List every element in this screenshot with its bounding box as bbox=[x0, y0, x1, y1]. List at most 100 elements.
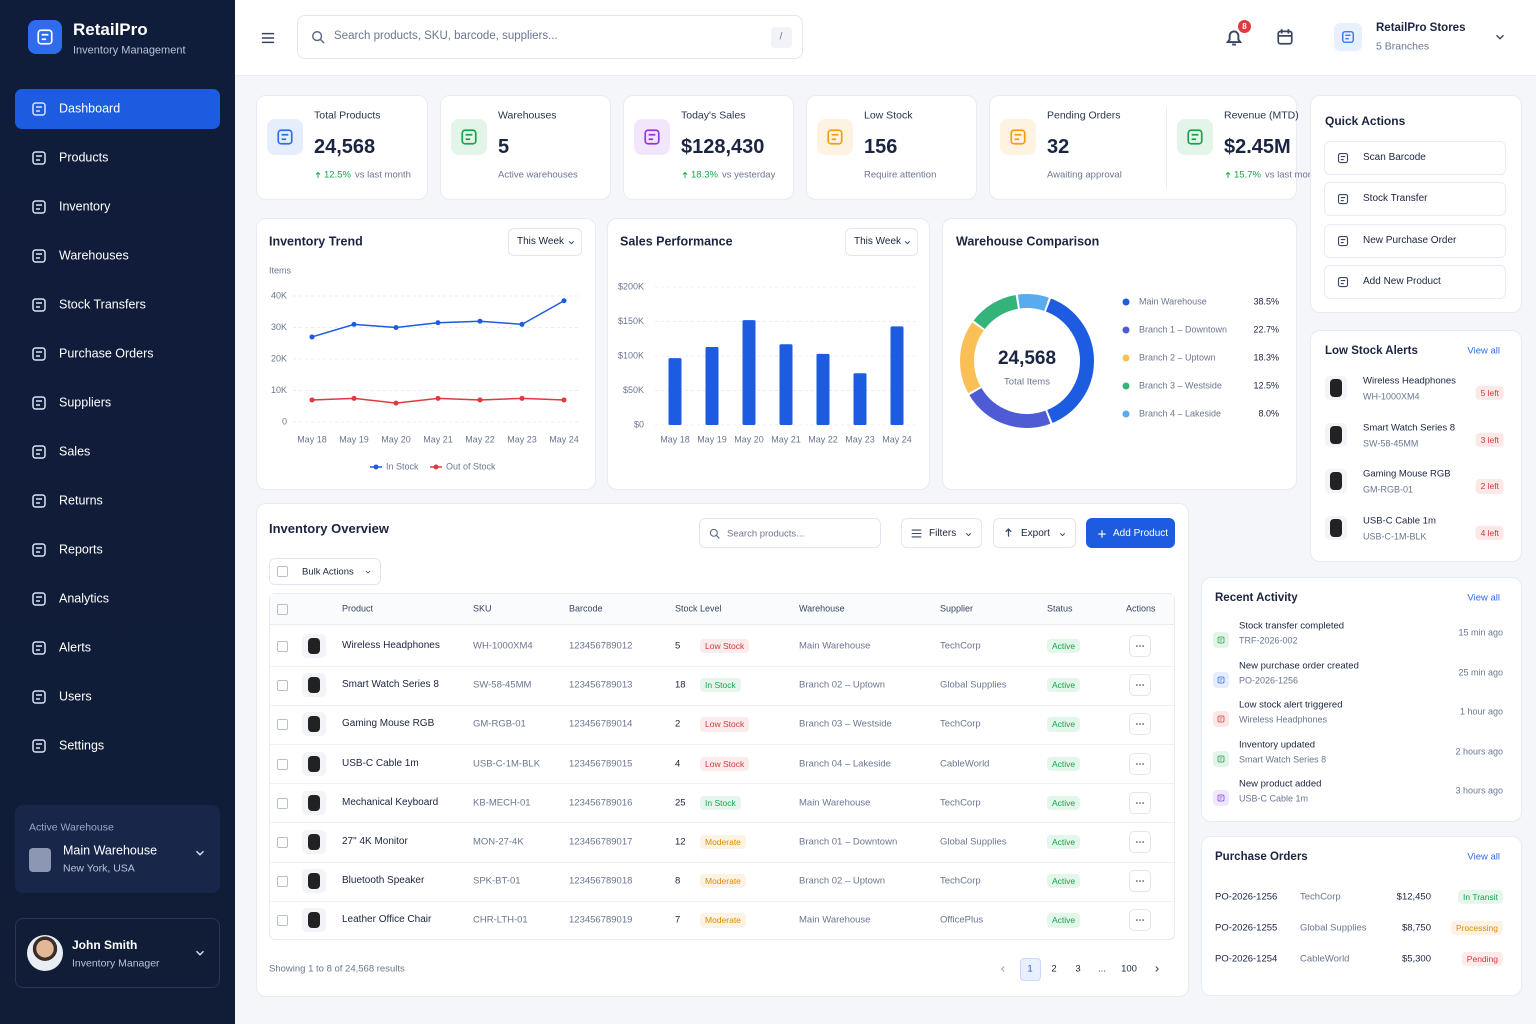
row-actions[interactable] bbox=[1129, 752, 1151, 775]
nav-icon bbox=[32, 200, 46, 214]
page-link[interactable]: 3 bbox=[1075, 963, 1081, 975]
supplier: TechCorp bbox=[940, 875, 981, 887]
search-box[interactable] bbox=[297, 15, 803, 59]
product-name: Smart Watch Series 8 bbox=[1363, 421, 1456, 433]
plus-icon bbox=[1098, 530, 1106, 538]
checkbox[interactable] bbox=[277, 680, 288, 692]
kpi-glyph bbox=[1010, 129, 1026, 145]
warehouse: Branch 04 – Lakeside bbox=[799, 757, 891, 769]
row-actions[interactable] bbox=[1129, 909, 1151, 932]
quick-action[interactable] bbox=[1324, 141, 1506, 175]
orders-card bbox=[1201, 836, 1522, 996]
row-actions[interactable] bbox=[1129, 674, 1151, 697]
nav-label: Analytics bbox=[59, 591, 110, 606]
quick-action[interactable] bbox=[1324, 223, 1506, 258]
status-badge: Active bbox=[1047, 756, 1081, 771]
kpi-icon bbox=[451, 119, 487, 155]
checkbox[interactable] bbox=[277, 719, 288, 731]
add-label: Add Product bbox=[1113, 528, 1169, 539]
row-actions[interactable] bbox=[1129, 635, 1151, 657]
kpi-card bbox=[623, 95, 794, 200]
kpi-glyph bbox=[827, 129, 843, 145]
row-divider bbox=[270, 665, 1174, 667]
row-actions[interactable] bbox=[1129, 791, 1151, 814]
period-select[interactable] bbox=[508, 228, 582, 256]
chevron bbox=[965, 533, 972, 537]
nav-label: Stock Transfers bbox=[59, 297, 146, 312]
view-all[interactable]: View all bbox=[1467, 345, 1500, 357]
page-link[interactable]: 100 bbox=[1121, 963, 1137, 975]
shortcut-key: / bbox=[779, 30, 783, 43]
sku: GM-RGB-01 bbox=[473, 718, 526, 730]
nav-label: Settings bbox=[59, 738, 105, 753]
table-search[interactable] bbox=[699, 518, 881, 548]
row-actions[interactable] bbox=[1129, 831, 1151, 853]
nav-icon bbox=[32, 641, 46, 655]
menu bbox=[261, 32, 275, 44]
order-supplier: TechCorp bbox=[1300, 891, 1341, 903]
product-shape bbox=[1330, 472, 1342, 491]
checkbox[interactable] bbox=[277, 876, 288, 888]
filters-button[interactable] bbox=[901, 518, 982, 548]
row-actions[interactable] bbox=[1129, 713, 1151, 736]
activity-title: New purchase order created bbox=[1239, 659, 1359, 671]
nav-icon bbox=[32, 298, 46, 312]
kpi-glyph bbox=[461, 129, 477, 145]
kpi-icon bbox=[1177, 119, 1213, 155]
product-shape bbox=[308, 755, 320, 772]
card-title: Quick Actions bbox=[1325, 113, 1406, 128]
trend-arrow bbox=[1225, 171, 1231, 178]
product-name: Wireless Headphones bbox=[1363, 375, 1456, 387]
supplier: TechCorp bbox=[940, 797, 981, 809]
quick-action[interactable] bbox=[1324, 264, 1506, 299]
product-name: Bluetooth Speaker bbox=[342, 875, 425, 887]
checkbox[interactable] bbox=[277, 641, 288, 652]
barcode: 123456789017 bbox=[569, 836, 633, 848]
row-divider bbox=[270, 744, 1174, 745]
bell bbox=[1225, 30, 1243, 46]
column-header: Status bbox=[1047, 603, 1073, 614]
add-button[interactable] bbox=[1086, 518, 1175, 548]
supplier: Global Supplies bbox=[940, 679, 1007, 691]
page-link[interactable]: ... bbox=[1098, 963, 1106, 975]
sku: CHR-LTH-01 bbox=[473, 914, 528, 926]
view-all[interactable]: View all bbox=[1467, 592, 1500, 604]
checkbox[interactable] bbox=[277, 915, 288, 927]
sku: SPK-BT-01 bbox=[473, 875, 521, 887]
period-select[interactable] bbox=[845, 228, 918, 256]
store-icon bbox=[1334, 23, 1362, 51]
stock-badge: Low Stock bbox=[700, 638, 750, 654]
bulk-label: Bulk Actions bbox=[302, 566, 354, 578]
stock-badge: Moderate bbox=[700, 834, 746, 850]
warehouse-icon bbox=[29, 848, 51, 872]
kpi-note: vs yesterday bbox=[722, 169, 776, 181]
view-all[interactable]: View all bbox=[1467, 851, 1500, 863]
action-icon bbox=[1337, 276, 1349, 287]
supplier: TechCorp bbox=[940, 718, 981, 730]
trend-arrow bbox=[315, 171, 321, 178]
activity-sub: USB-C Cable 1m bbox=[1239, 793, 1309, 804]
kpi-change: 15.7% bbox=[1234, 169, 1261, 181]
checkbox[interactable] bbox=[277, 797, 288, 809]
page-link[interactable]: 2 bbox=[1051, 963, 1057, 975]
column-header: Product bbox=[342, 603, 374, 614]
checkbox[interactable] bbox=[277, 758, 288, 770]
dots bbox=[1136, 723, 1144, 726]
barcode: 123456789015 bbox=[569, 757, 633, 769]
status-badge: Active bbox=[1047, 913, 1081, 928]
nav-icon bbox=[32, 494, 46, 508]
row-actions[interactable] bbox=[1129, 870, 1151, 893]
quick-action[interactable] bbox=[1324, 182, 1506, 217]
search-icon bbox=[312, 31, 325, 44]
chevron bbox=[904, 241, 911, 245]
bulk-actions[interactable] bbox=[269, 558, 381, 585]
row-divider bbox=[270, 822, 1174, 824]
page-link[interactable]: 1 bbox=[1027, 963, 1033, 975]
checkbox[interactable] bbox=[277, 837, 288, 848]
action-label: Scan Barcode bbox=[1363, 152, 1426, 163]
status-badge: Active bbox=[1047, 834, 1081, 850]
export-button[interactable] bbox=[993, 518, 1076, 548]
nav-icon bbox=[32, 739, 46, 753]
action-label: Stock Transfer bbox=[1363, 193, 1428, 205]
dots bbox=[1136, 645, 1144, 647]
